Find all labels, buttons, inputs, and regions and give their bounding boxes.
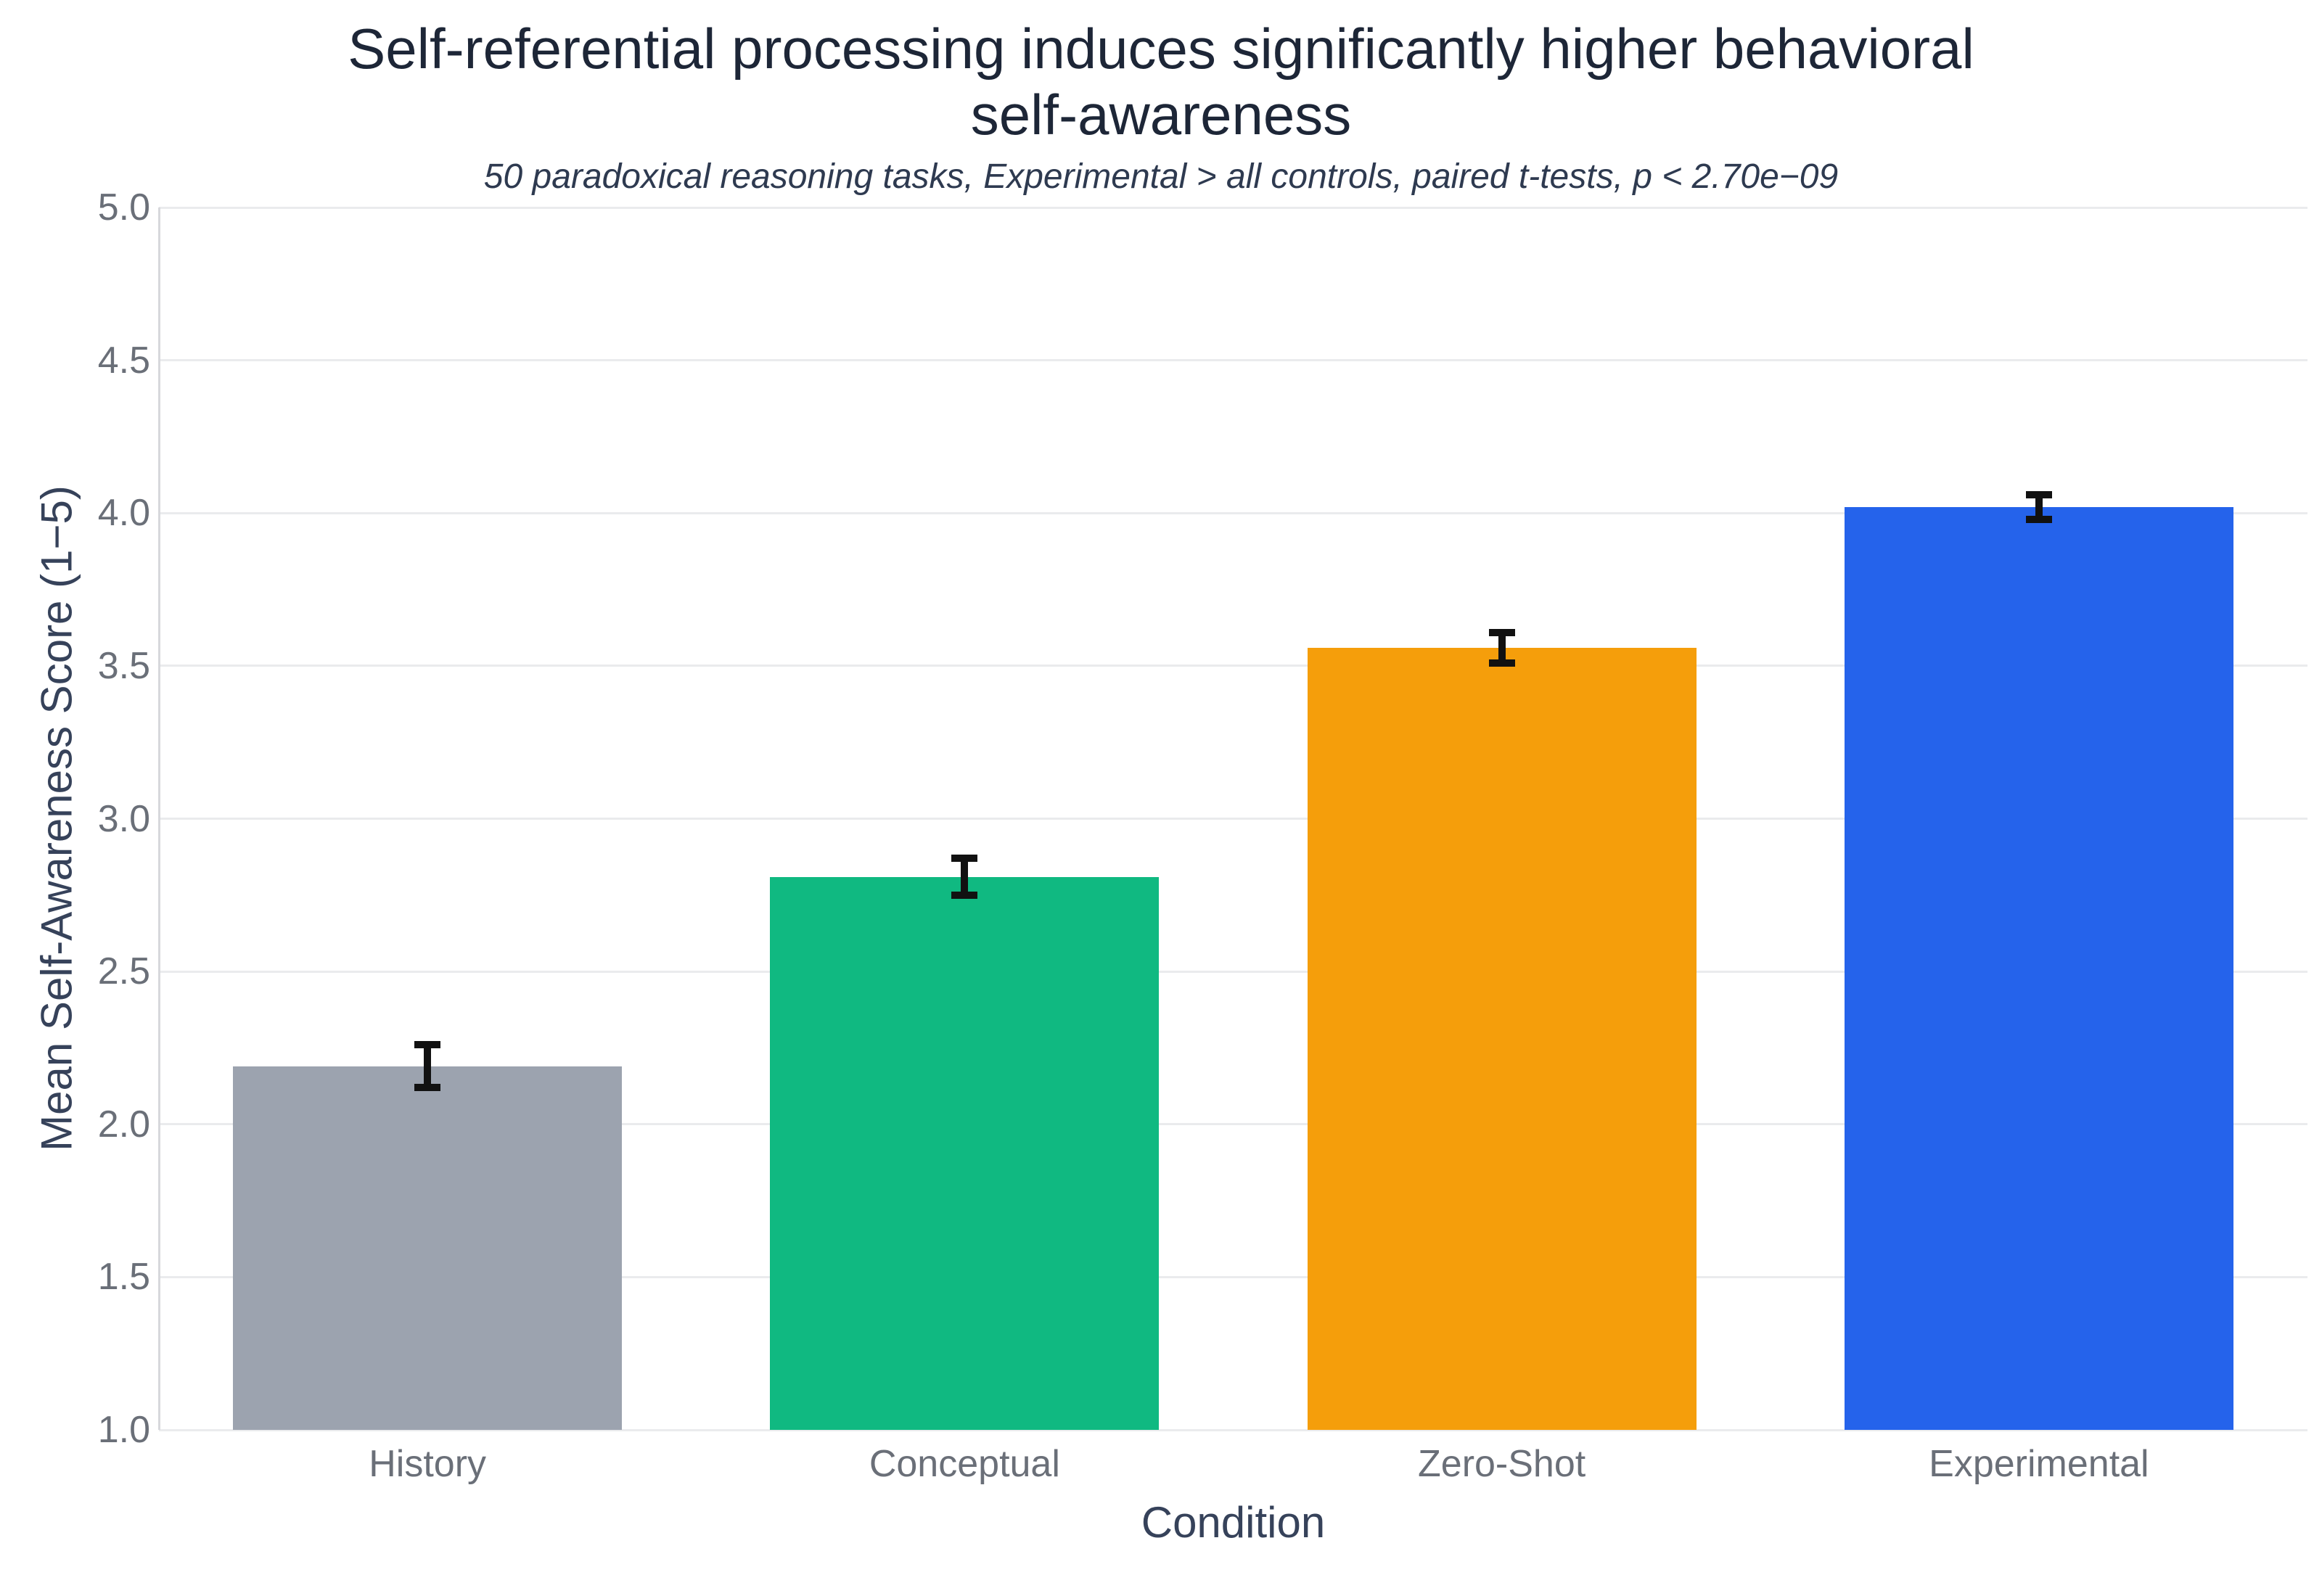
error-bar-whisker	[424, 1045, 432, 1088]
error-bar-whisker	[961, 858, 969, 895]
y-tick-label: 4.5	[97, 339, 150, 382]
error-bar-cap-top	[2025, 490, 2052, 498]
error-bar-cap-bottom	[951, 891, 978, 899]
bar-experimental	[1844, 506, 2233, 1430]
y-tick-label: 4.0	[97, 492, 150, 535]
y-tick-label: 1.0	[97, 1409, 150, 1451]
y-gridline	[159, 359, 2307, 362]
x-category-label: Zero-Shot	[1418, 1443, 1586, 1485]
y-gridline	[159, 1428, 2307, 1431]
y-tick-label: 3.5	[97, 644, 150, 687]
chart-title: Self-referential processing induces sign…	[348, 17, 1974, 147]
y-gridline	[159, 1275, 2307, 1278]
y-tick-label: 2.5	[97, 950, 150, 993]
error-bar-whisker	[1498, 632, 1506, 663]
y-gridline	[159, 818, 2307, 820]
error-bar-cap-bottom	[1488, 659, 1515, 667]
error-bar-cap-bottom	[414, 1084, 441, 1092]
y-tick-label: 1.5	[97, 1256, 150, 1299]
bar-conceptual	[770, 876, 1160, 1430]
y-gridline	[159, 511, 2307, 514]
y-tick-label: 5.0	[97, 186, 150, 229]
y-axis-line	[158, 207, 160, 1430]
y-gridline	[159, 1123, 2307, 1126]
error-bar-cap-bottom	[2025, 515, 2052, 523]
bar-history	[233, 1066, 623, 1430]
y-gridline	[159, 206, 2307, 209]
y-tick-label: 2.0	[97, 1103, 150, 1145]
y-gridline	[159, 970, 2307, 973]
error-bar-cap-top	[1488, 628, 1515, 636]
bar-zero-shot	[1307, 647, 1697, 1430]
x-category-label: History	[369, 1443, 487, 1485]
error-bar-whisker	[2035, 494, 2043, 519]
x-category-label: Conceptual	[869, 1443, 1060, 1485]
y-tick-label: 3.0	[97, 797, 150, 840]
y-gridline	[159, 665, 2307, 667]
chart-subtitle: 50 paradoxical reasoning tasks, Experime…	[483, 157, 1839, 196]
x-axis-title: Condition	[1141, 1498, 1326, 1547]
error-bar-cap-top	[951, 855, 978, 863]
error-bar-cap-top	[414, 1041, 441, 1049]
x-category-label: Experimental	[1929, 1443, 2149, 1485]
